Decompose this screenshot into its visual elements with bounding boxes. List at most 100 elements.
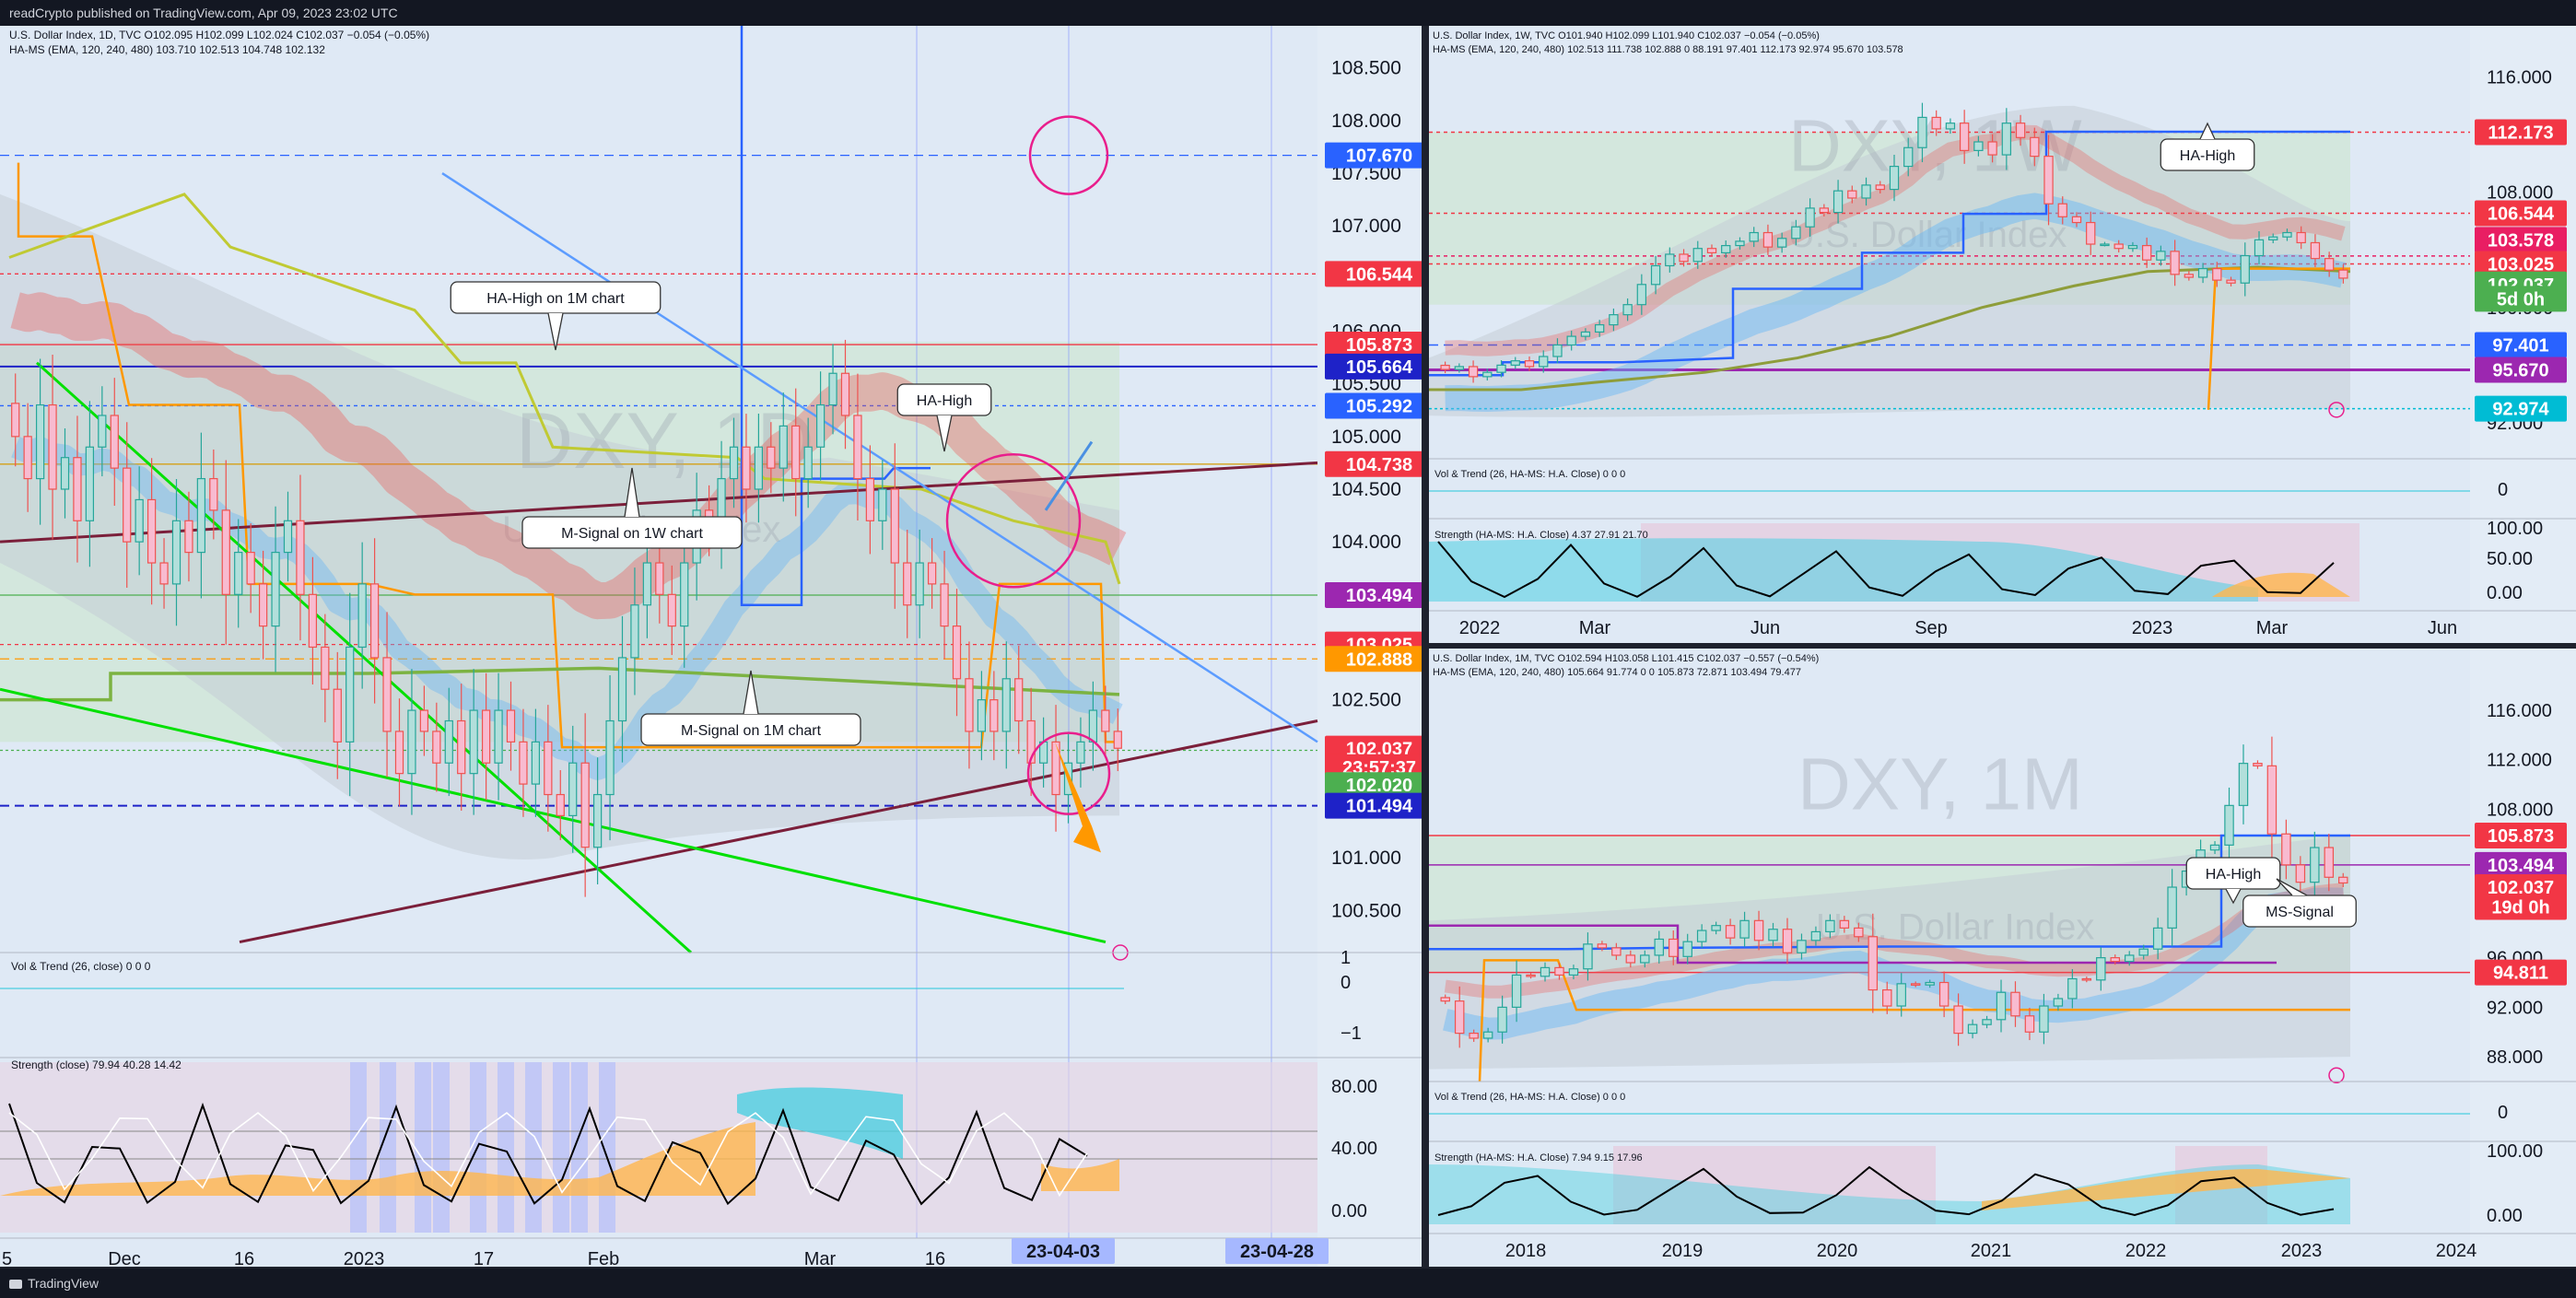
weekly-candle [1721,244,1731,253]
price-label: 95.670 [2492,361,2548,381]
monthly-candle [2209,844,2220,851]
daily-candle [394,731,404,775]
monthly-candle [1896,983,1906,1007]
ema-ribbon-blue [1443,887,2344,1040]
strength-highlight-band [599,1062,615,1233]
strength-highlight-band [498,1062,514,1233]
monthly-chart-canvas[interactable]: DXY, 1M U.S. Dollar Index HA-High MS-Signal… [1429,649,2576,1267]
weekly-candle [1959,123,1970,151]
monthly-candle [1996,991,2007,1021]
daily-candle [568,762,578,816]
daily-candle [333,688,342,743]
daily-candle [506,709,516,743]
weekly-candle [1580,331,1591,337]
strength-background [1613,1146,1936,1224]
weekly-candle [1889,165,1900,191]
price-label: 92.974 [2492,400,2549,420]
daily-candle [903,562,912,606]
watermark: DXY, 1D [516,397,814,485]
price-label: 106.544 [2488,204,2555,224]
y-tick-label: 102.500 [1331,690,1401,711]
daily-candle [60,457,70,490]
daily-candle [73,457,82,521]
ha-high-step-line [1429,130,2350,377]
price-label-bg [2475,251,2567,277]
weekly-candle [1468,366,1479,378]
callout-m-signal-1m: M-Signal on 1M chart [681,723,822,739]
monthly-candle [1925,981,1935,986]
monthly-chart-pane[interactable]: DXY, 1M U.S. Dollar Index HA-High MS-Signal… [1429,649,2576,1267]
daily-candle [1026,719,1036,764]
weekly-candle [1805,207,1815,228]
price-label-bg [2475,851,2567,878]
daily-candle [915,562,924,606]
price-label-bg [2475,332,2567,358]
price-label-bg [2475,286,2567,312]
callout-ha-high: HA-High [2206,867,2261,883]
daily-candle [184,520,193,554]
monthly-candle [2053,998,2064,1007]
indicator-legend: HA-MS (EMA, 120, 240, 480) 105.664 91.77… [1433,667,1801,678]
strength-highlight-band [553,1062,569,1233]
daily-candle [308,593,318,649]
monthly-candle [1554,966,1564,976]
callout-ha-high-pointer [2199,122,2216,140]
daily-candle [742,446,751,490]
callout-m-signal-1m-pointer [743,670,759,715]
daily-candle [667,593,676,627]
monthly-candle [2110,957,2121,963]
olive-signal-line [0,666,1120,702]
daily-candle [803,446,813,480]
weekly-candle [2310,241,2321,260]
x-tick-label: 16 [925,1249,945,1267]
daily-candle [110,415,119,469]
weekly-chart-canvas[interactable]: DXY, 1WU.S. Dollar IndexHA-High116.00011… [1429,26,2576,643]
daily-candle [283,520,293,554]
weekly-candle [1791,226,1801,240]
x-tick-label: 2021 [1971,1241,2012,1261]
ema-ribbon-blue [1445,193,2347,413]
monthly-candle [1854,927,1864,938]
price-label: 102.020 [1346,776,1412,796]
alert-icon [2328,1067,2345,1084]
monthly-candle [1511,974,1522,1008]
daily-candle [754,446,764,490]
monthly-candle [1654,938,1665,956]
daily-candle [369,583,380,659]
price-label-bg [1325,582,1422,609]
monthly-candle [1782,929,1793,953]
weekly-candle [2071,216,2082,224]
daily-candle [965,678,974,732]
price-label: 5d 0h [2497,289,2545,310]
price-label-bg [2475,874,2567,901]
weekly-candle [2240,254,2250,284]
daily-candle [865,477,875,521]
monthly-candle [1797,940,1807,953]
price-label: 107.670 [1346,146,1412,167]
monthly-candle [2067,977,2078,1000]
strength-orange-area-recent [1041,1159,1119,1191]
callout-ha-high-pointer [936,415,953,452]
price-label: 106.544 [1346,264,1413,285]
monthly-candle [2224,804,2234,846]
price-label-bg [1325,353,1422,380]
y-tick-label: 107.500 [1331,163,1401,184]
strength-tick: 0.00 [1331,1201,1367,1222]
strength-highlight-band [415,1062,431,1233]
weekly-candle [1552,344,1563,357]
monthly-candle [1882,988,1892,1007]
weekly-chart-pane[interactable]: DXY, 1WU.S. Dollar IndexHA-High116.00011… [1429,26,2576,643]
weekly-candle [1832,190,1844,214]
weekly-candle [1945,123,1956,130]
monthly-candle [1725,925,1736,939]
daily-candle [23,436,32,480]
x-tick-label: 2018 [1505,1241,1547,1261]
price-label-bg [2475,395,2567,422]
monthly-candle [1711,925,1721,931]
strength-tick: 50.00 [2487,549,2533,569]
x-tick-label: Mar [2256,618,2289,638]
strength-legend: Strength (close) 79.94 40.28 14.42 [11,1058,181,1071]
price-label: 97.401 [2492,335,2548,356]
